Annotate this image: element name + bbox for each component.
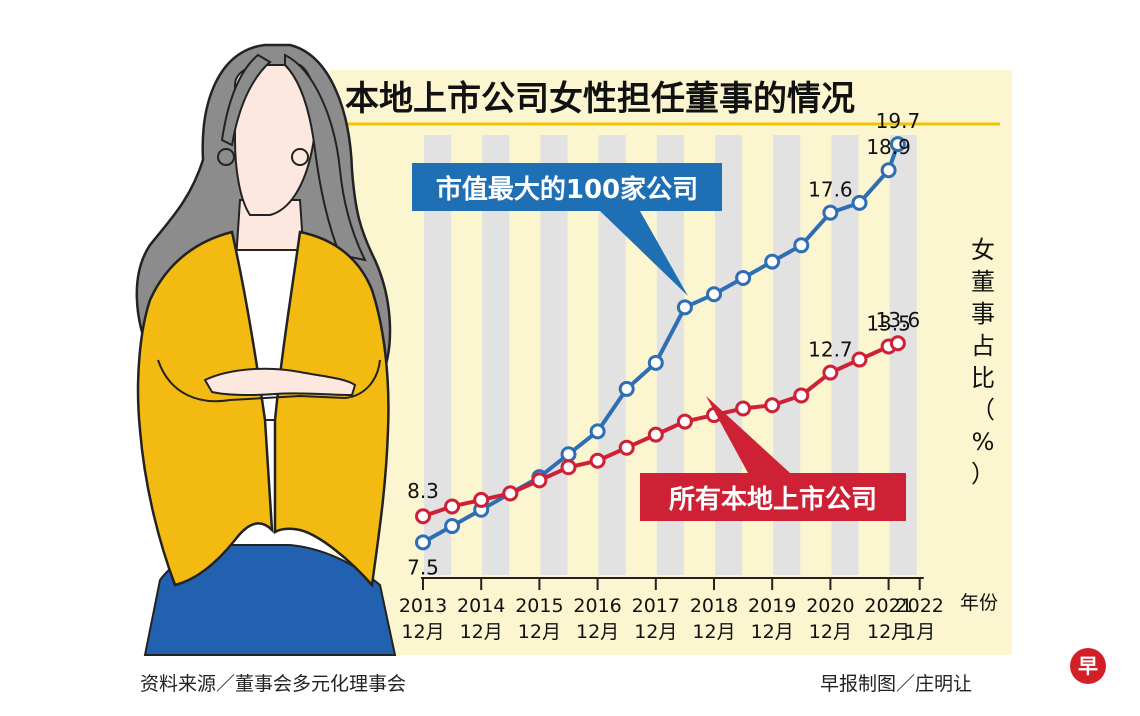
data-point	[889, 335, 906, 352]
data-point	[444, 498, 461, 515]
x-tick-label-year: 2017	[632, 595, 680, 617]
data-label: 17.6	[808, 178, 853, 202]
woman-illustration	[135, 43, 397, 656]
data-point	[676, 299, 693, 316]
data-point	[880, 162, 897, 179]
x-tick-label-year: 2013	[399, 595, 447, 617]
x-tick-label-year: 2014	[457, 595, 505, 617]
y-axis-label-char: %	[972, 428, 995, 456]
data-point	[793, 387, 810, 404]
data-point	[473, 491, 490, 508]
data-point	[764, 397, 781, 414]
x-tick-label-year: 2021	[864, 595, 912, 617]
series-label-box	[412, 163, 722, 211]
x-tick-label-month: 12月	[751, 621, 794, 643]
data-point	[502, 485, 519, 502]
data-label: 13.5	[866, 312, 911, 336]
data-point	[735, 269, 752, 286]
data-point	[647, 426, 664, 443]
data-point	[676, 413, 693, 430]
data-point	[589, 423, 606, 440]
y-axis-label-char: 占	[971, 332, 995, 360]
x-tick-label-year: 2018	[690, 595, 738, 617]
credit-text: 早报制图／庄明让	[820, 673, 972, 695]
x-tick-label-year: 2022	[896, 595, 944, 617]
y-axis-label-char: 比	[971, 364, 995, 392]
data-point	[822, 204, 839, 221]
x-tick-label-month: 12月	[576, 621, 619, 643]
data-point	[415, 534, 431, 551]
data-label: 8.3	[407, 479, 439, 503]
series-label-top100: 市值最大的100家公司	[436, 174, 698, 205]
data-point	[851, 194, 868, 211]
series-label-box	[640, 473, 906, 521]
data-point	[822, 364, 839, 381]
data-point	[618, 380, 635, 397]
x-tick-label-year: 2020	[806, 595, 854, 617]
data-point	[618, 439, 635, 456]
data-point	[560, 459, 577, 476]
x-tick-label-month: 12月	[460, 621, 503, 643]
arms	[203, 367, 357, 397]
x-axis-label: 年份	[960, 592, 998, 614]
chart-title: 本地上市公司女性担任董事的情况	[345, 79, 855, 119]
data-point	[531, 472, 548, 489]
data-point	[706, 286, 722, 303]
series-label-pointer	[600, 211, 688, 296]
y-axis-label-char: （	[971, 396, 995, 424]
x-tick-label-month: 12月	[809, 621, 852, 643]
source-text: 资料来源／董事会多元化理事会	[140, 673, 406, 695]
zaobao-logo-icon: 早	[1070, 648, 1106, 684]
data-point	[444, 518, 461, 535]
x-axis: 2013 12月 2014 12月 2015 12月 2016 12月 2017 12月 2018 1…	[399, 577, 944, 643]
data-point	[560, 446, 577, 463]
y-axis-label-char: 女	[971, 236, 995, 264]
logo-char: 早	[1078, 654, 1098, 678]
data-point	[889, 136, 906, 153]
y-axis-label-char: 事	[971, 300, 995, 328]
earring-icon	[291, 148, 309, 166]
series-label-pointer	[706, 396, 790, 473]
data-label: 12.7	[808, 338, 853, 362]
x-tick-label-month: 12月	[401, 621, 444, 643]
earring-icon	[217, 148, 235, 166]
x-tick-label-month: 12月	[867, 621, 910, 643]
x-tick-label-month: 12月	[634, 621, 677, 643]
data-point	[647, 354, 664, 371]
data-label: 18.9	[866, 135, 911, 159]
data-point	[589, 452, 606, 469]
x-tick-label-month: 12月	[518, 621, 561, 643]
data-point	[735, 400, 752, 417]
data-label: 13.6	[876, 308, 921, 332]
y-axis-label-char: 董	[971, 268, 995, 296]
x-tick-label-year: 2016	[573, 595, 621, 617]
data-point	[764, 253, 781, 270]
x-tick-label-month: 1月	[904, 621, 935, 643]
data-point	[415, 508, 431, 525]
x-tick-label-year: 2019	[748, 595, 796, 617]
x-tick-label-year: 2015	[515, 595, 563, 617]
x-tick-label-month: 12月	[692, 621, 735, 643]
data-point	[851, 351, 868, 368]
y-axis-label-char: ）	[971, 460, 995, 488]
data-label: 7.5	[407, 555, 439, 579]
data-label: 19.7	[876, 109, 921, 133]
data-point	[793, 237, 810, 254]
series-label-all: 所有本地上市公司	[669, 484, 877, 515]
